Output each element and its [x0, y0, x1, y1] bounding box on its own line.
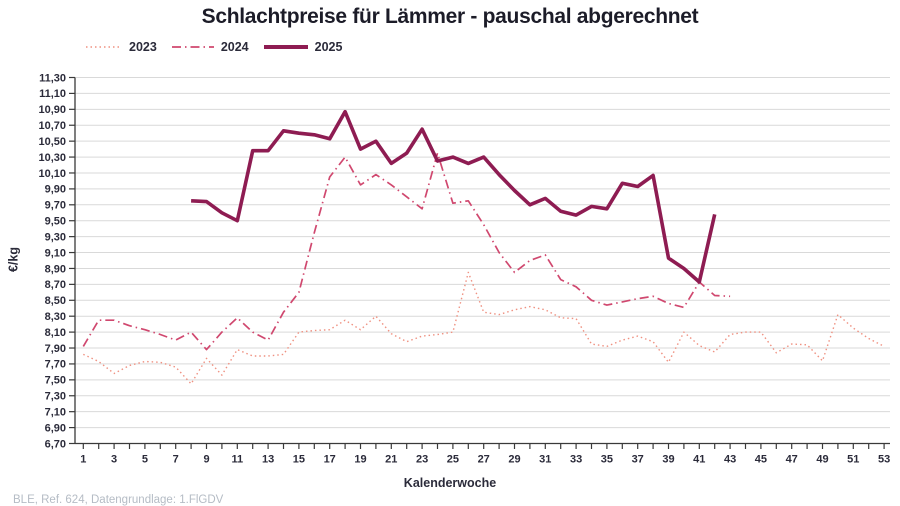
- x-tick-label: 43: [724, 454, 736, 466]
- y-tick-label: 9,90: [45, 184, 66, 196]
- legend-line-2025-icon: [263, 45, 308, 49]
- y-tick-label: 6,90: [45, 422, 66, 434]
- y-tick-label: 8,50: [45, 295, 66, 307]
- x-tick-label: 53: [878, 454, 890, 466]
- x-tick-label: 45: [755, 454, 767, 466]
- x-tick-label: 41: [693, 454, 705, 466]
- legend-item-2024: 2024: [171, 40, 249, 54]
- x-tick-label: 17: [324, 454, 336, 466]
- y-tick-label: 7,30: [45, 391, 66, 403]
- legend-label-2024: 2024: [220, 40, 249, 54]
- y-tick-label: 7,50: [45, 375, 66, 387]
- x-tick-label: 25: [447, 454, 459, 466]
- legend-item-2023: 2023: [85, 40, 157, 54]
- y-tick-label: 7,90: [45, 343, 66, 355]
- series-line-2023: [83, 271, 885, 385]
- x-tick-label: 19: [354, 454, 366, 466]
- x-tick-label: 31: [539, 454, 551, 466]
- x-tick-label: 51: [847, 454, 859, 466]
- series-line-2025: [191, 109, 717, 284]
- y-tick-label: 6,70: [45, 438, 66, 450]
- x-tick-label: 23: [416, 454, 428, 466]
- x-tick-label: 33: [570, 454, 582, 466]
- legend-line-2024-icon: [171, 46, 214, 48]
- y-tick-label: 10,70: [38, 120, 66, 132]
- footer-note: BLE, Ref. 624, Datengrundlage: 1.FlGDV: [13, 494, 224, 506]
- y-tick-label: 10,30: [38, 152, 66, 164]
- y-tick-label: 9,70: [45, 200, 66, 212]
- x-tick-label: 15: [293, 454, 305, 466]
- page-title: Schlachtpreise für Lämmer - pauschal abg…: [201, 5, 699, 28]
- x-tick-label: 21: [385, 454, 397, 466]
- x-tick-label: 47: [786, 454, 798, 466]
- legend: 2023 2024 2025: [85, 40, 356, 54]
- x-tick-label: 5: [142, 454, 148, 466]
- legend-item-2025: 2025: [263, 40, 343, 54]
- y-tick-label: 11,30: [39, 72, 66, 84]
- y-axis-title: €/kg: [6, 247, 21, 273]
- y-tick-label: 9,10: [45, 247, 66, 259]
- y-tick-label: 8,30: [45, 311, 66, 323]
- legend-line-2023-icon: [86, 46, 122, 48]
- x-tick-label: 35: [601, 454, 613, 466]
- x-tick-label: 49: [816, 454, 828, 466]
- y-tick-label: 7,70: [45, 359, 66, 371]
- y-tick-label: 11,10: [39, 88, 66, 100]
- y-tick-label: 8,90: [45, 263, 66, 275]
- x-tick-label: 37: [632, 454, 644, 466]
- x-tick-label: 7: [173, 454, 179, 466]
- y-tick-label: 8,10: [45, 327, 66, 339]
- y-tick-label: 9,50: [45, 216, 66, 228]
- y-tick-label: 10,50: [38, 136, 66, 148]
- y-tick-label: 9,30: [45, 231, 66, 243]
- x-tick-label: 3: [111, 454, 117, 466]
- x-tick-label: 27: [478, 454, 490, 466]
- legend-label-2025: 2025: [314, 40, 343, 54]
- x-tick-label: 9: [203, 454, 209, 466]
- y-tick-label: 8,70: [45, 279, 66, 291]
- series-line-2024: [82, 152, 731, 351]
- x-tick-label: 29: [508, 454, 520, 466]
- legend-label-2023: 2023: [129, 40, 157, 54]
- y-tick-label: 10,90: [38, 104, 66, 116]
- x-tick-label: 1: [80, 454, 86, 466]
- x-tick-label: 11: [231, 454, 243, 466]
- x-tick-label: 13: [262, 454, 274, 466]
- y-tick-label: 7,10: [45, 406, 66, 418]
- y-tick-label: 10,10: [38, 168, 66, 180]
- x-axis-title: Kalenderwoche: [403, 476, 497, 490]
- x-tick-label: 39: [662, 454, 674, 466]
